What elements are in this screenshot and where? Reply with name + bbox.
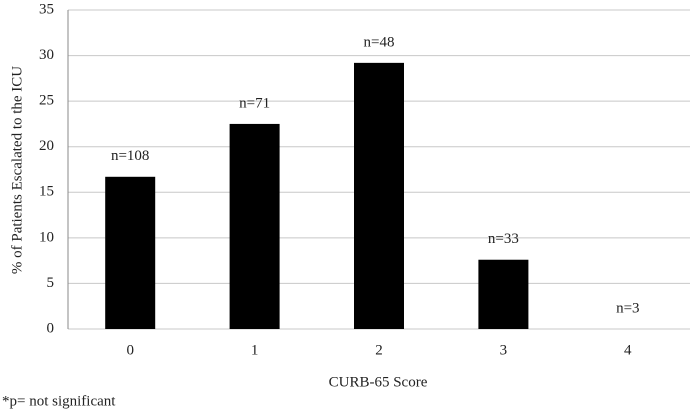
y-tick-label: 35 [39, 1, 54, 17]
bar-annotation: n=108 [111, 148, 149, 164]
y-tick-label: 10 [39, 229, 54, 245]
bar [105, 176, 156, 329]
x-axis-title: CURB-65 Score [329, 374, 428, 390]
bar-annotation: n=33 [488, 231, 519, 247]
y-tick-label: 25 [39, 93, 54, 109]
y-tick-label: 0 [47, 320, 55, 336]
bar-annotation: n=48 [364, 34, 395, 50]
bar [478, 259, 529, 329]
bar-annotation: n=71 [239, 95, 270, 111]
bar-annotation: n=3 [616, 300, 639, 316]
y-tick-label: 20 [39, 138, 54, 154]
bar [229, 123, 280, 329]
y-tick-label: 5 [47, 275, 55, 291]
footnote: *p= not significant [2, 393, 116, 409]
x-tick-label: 3 [500, 342, 508, 358]
y-axis-title: % of Patients Escalated to the ICU [9, 66, 25, 274]
y-tick-label: 30 [39, 47, 54, 63]
x-tick-label: 2 [375, 342, 383, 358]
x-tick-label: 4 [624, 342, 632, 358]
x-tick-label: 1 [251, 342, 259, 358]
x-tick-label: 0 [126, 342, 134, 358]
y-tick-label: 15 [39, 184, 54, 200]
bar [354, 62, 404, 330]
